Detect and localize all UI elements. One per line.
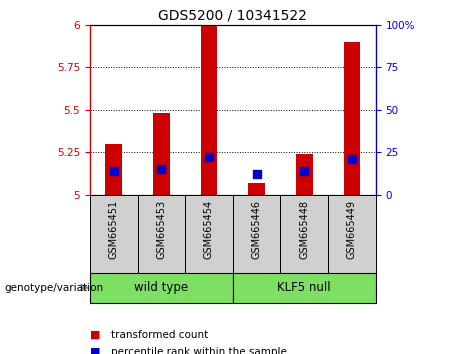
Text: GSM665451: GSM665451 — [109, 200, 119, 259]
Point — [253, 171, 260, 177]
Text: genotype/variation: genotype/variation — [5, 282, 104, 293]
Bar — [137, 195, 185, 273]
Bar — [343, 42, 360, 195]
Bar — [90, 273, 233, 303]
Point — [348, 156, 355, 162]
Point — [301, 168, 308, 174]
Bar — [280, 195, 328, 273]
Text: percentile rank within the sample: percentile rank within the sample — [111, 347, 287, 354]
Text: transformed count: transformed count — [111, 330, 208, 339]
Point — [205, 154, 213, 160]
Bar — [106, 144, 122, 195]
Bar — [248, 183, 265, 195]
Bar — [233, 273, 376, 303]
Text: GSM665454: GSM665454 — [204, 200, 214, 259]
Bar — [296, 154, 313, 195]
Title: GDS5200 / 10341522: GDS5200 / 10341522 — [159, 8, 307, 22]
Bar — [328, 195, 376, 273]
Bar — [233, 195, 280, 273]
Bar — [153, 113, 170, 195]
Text: wild type: wild type — [134, 281, 189, 294]
Text: GSM665448: GSM665448 — [299, 200, 309, 259]
Text: GSM665446: GSM665446 — [252, 200, 262, 259]
Text: KLF5 null: KLF5 null — [278, 281, 331, 294]
Text: GSM665449: GSM665449 — [347, 200, 357, 259]
Bar — [201, 25, 217, 195]
Text: ■: ■ — [90, 330, 100, 339]
Point — [158, 166, 165, 172]
Text: ■: ■ — [90, 347, 100, 354]
Bar — [90, 195, 137, 273]
Bar — [185, 195, 233, 273]
Text: GSM665453: GSM665453 — [156, 200, 166, 259]
Point — [110, 168, 118, 174]
